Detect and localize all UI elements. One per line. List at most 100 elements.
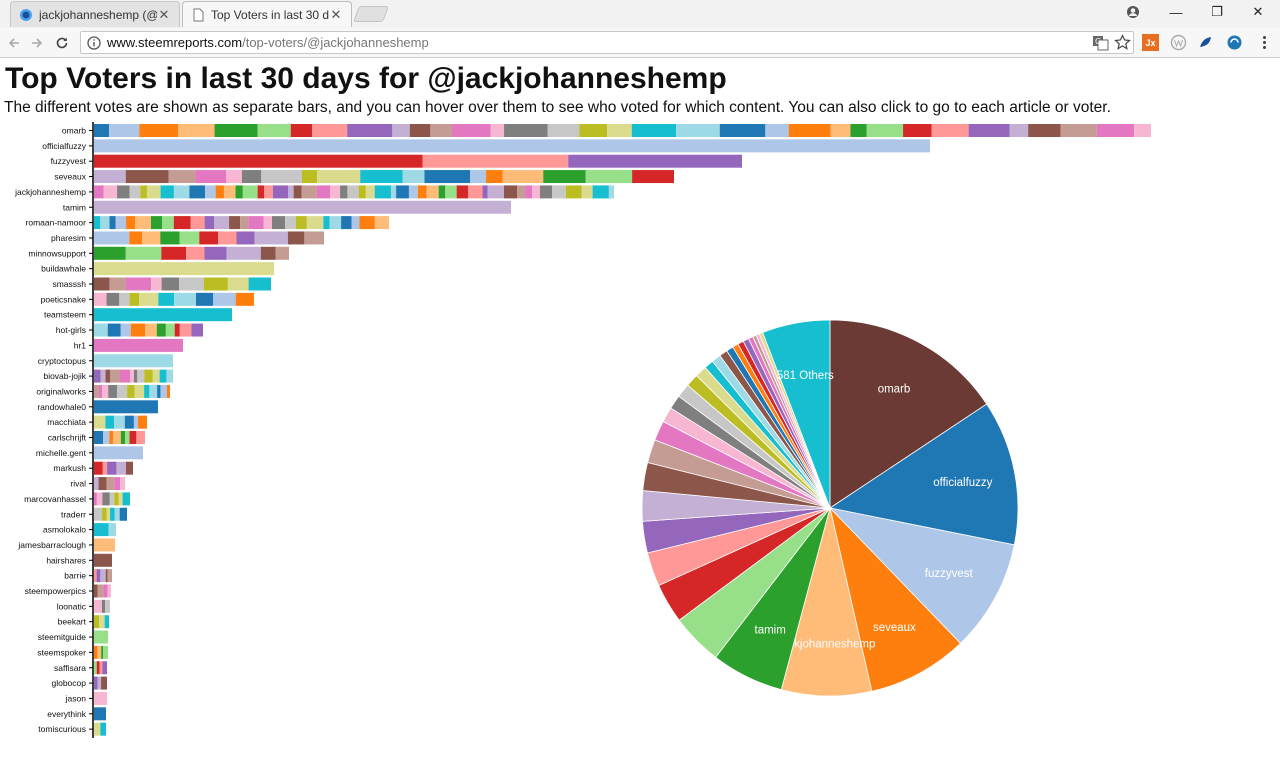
voter-bar[interactable] — [94, 691, 107, 705]
voter-label[interactable]: carlschrijft — [48, 433, 87, 443]
vote-segment[interactable] — [106, 507, 111, 521]
vote-segment[interactable] — [850, 124, 867, 137]
voter-label[interactable]: markush — [53, 463, 86, 473]
vote-segment[interactable] — [109, 492, 115, 506]
vote-segment[interactable] — [341, 216, 352, 230]
vote-segment[interactable] — [174, 292, 197, 306]
vote-segment[interactable] — [374, 216, 389, 230]
vote-segment[interactable] — [365, 185, 375, 199]
vote-segment[interactable] — [235, 292, 254, 306]
vote-segment[interactable] — [107, 323, 121, 337]
vote-segment[interactable] — [438, 185, 446, 199]
voter-label[interactable]: everythink — [47, 709, 86, 719]
vote-segment[interactable] — [607, 124, 632, 137]
vote-segment[interactable] — [161, 277, 180, 291]
vote-segment[interactable] — [94, 691, 107, 705]
vote-segment[interactable] — [204, 246, 227, 260]
vote-segment[interactable] — [162, 216, 174, 230]
new-tab-button[interactable] — [353, 6, 389, 22]
voter-label[interactable]: steemspoker — [37, 647, 86, 657]
close-window-button[interactable]: ✕ — [1252, 4, 1264, 19]
vote-segment[interactable] — [392, 124, 410, 137]
vote-segment[interactable] — [347, 185, 359, 199]
vote-segment[interactable] — [195, 170, 227, 184]
vote-segment[interactable] — [179, 277, 204, 291]
vote-segment[interactable] — [102, 507, 107, 521]
vote-segment[interactable] — [174, 323, 180, 337]
vote-segment[interactable] — [261, 170, 302, 184]
vote-segment[interactable] — [316, 185, 331, 199]
vote-segment[interactable] — [191, 323, 203, 337]
vote-segment[interactable] — [94, 477, 99, 491]
vote-segment[interactable] — [105, 569, 108, 583]
vote-segment[interactable] — [248, 277, 271, 291]
voter-bar[interactable] — [94, 553, 112, 567]
vote-segment[interactable] — [129, 185, 141, 199]
forward-button[interactable] — [27, 33, 47, 53]
vote-segment[interactable] — [157, 384, 161, 398]
vote-segment[interactable] — [168, 170, 196, 184]
back-button[interactable] — [4, 33, 24, 53]
vote-segment[interactable] — [107, 584, 111, 598]
vote-segment[interactable] — [360, 170, 403, 184]
vote-segment[interactable] — [178, 124, 215, 137]
voter-bar[interactable] — [94, 216, 389, 230]
vote-segment[interactable] — [97, 645, 102, 659]
vote-segment[interactable] — [139, 292, 159, 306]
vote-segment[interactable] — [125, 461, 133, 475]
voter-label[interactable]: originalworks — [36, 386, 86, 396]
vote-segment[interactable] — [118, 492, 123, 506]
vote-segment[interactable] — [94, 384, 99, 398]
vote-segment[interactable] — [271, 216, 286, 230]
extension-jx-icon[interactable]: Jx — [1142, 34, 1159, 51]
vote-segment[interactable] — [94, 262, 274, 276]
vote-segment[interactable] — [1060, 124, 1097, 137]
vote-segment[interactable] — [263, 216, 272, 230]
vote-segment[interactable] — [417, 185, 427, 199]
voter-label[interactable]: pharesim — [51, 233, 86, 243]
voter-label[interactable]: rival — [70, 479, 86, 489]
vote-segment[interactable] — [152, 369, 160, 383]
vote-segment[interactable] — [119, 292, 130, 306]
vote-segment[interactable] — [122, 492, 130, 506]
vote-segment[interactable] — [119, 369, 131, 383]
vote-segment[interactable] — [482, 185, 488, 199]
vote-segment[interactable] — [323, 216, 330, 230]
vote-segment[interactable] — [1009, 124, 1029, 137]
voter-label[interactable]: hairshares — [46, 555, 86, 565]
vote-segment[interactable] — [130, 323, 146, 337]
vote-segment[interactable] — [94, 154, 423, 168]
vote-segment[interactable] — [94, 354, 173, 368]
info-icon[interactable] — [87, 35, 101, 50]
voter-label[interactable]: romaan-namoor — [26, 218, 87, 228]
voter-bar[interactable] — [94, 630, 108, 644]
vote-segment[interactable] — [214, 216, 230, 230]
vote-segment[interactable] — [215, 185, 224, 199]
vote-segment[interactable] — [129, 231, 143, 245]
vote-segment[interactable] — [94, 415, 106, 429]
vote-segment[interactable] — [102, 384, 109, 398]
pie-slice[interactable] — [762, 319, 831, 509]
vote-segment[interactable] — [94, 569, 97, 583]
vote-segment[interactable] — [98, 384, 103, 398]
address-bar[interactable]: www.steemreports.com/top-voters/@jackjoh… — [80, 31, 1134, 54]
vote-segment[interactable] — [1134, 124, 1151, 137]
voter-label[interactable]: teamsteem — [44, 310, 86, 320]
star-icon[interactable] — [1114, 34, 1131, 51]
vote-segment[interactable] — [866, 124, 904, 137]
vote-segment[interactable] — [94, 584, 98, 598]
voter-bar[interactable] — [94, 185, 614, 199]
vote-segment[interactable] — [160, 185, 174, 199]
vote-segment[interactable] — [1096, 124, 1135, 137]
voter-label[interactable]: marcovanhassel — [24, 494, 86, 504]
vote-segment[interactable] — [94, 538, 115, 552]
vote-segment[interactable] — [101, 599, 106, 613]
vote-segment[interactable] — [103, 645, 108, 659]
vote-segment[interactable] — [103, 431, 110, 444]
vote-segment[interactable] — [150, 216, 163, 230]
vote-segment[interactable] — [409, 124, 431, 137]
vote-segment[interactable] — [116, 384, 128, 398]
voter-label[interactable]: hr1 — [74, 340, 87, 350]
voter-label[interactable]: asmolokalo — [43, 525, 86, 535]
vote-segment[interactable] — [240, 216, 249, 230]
